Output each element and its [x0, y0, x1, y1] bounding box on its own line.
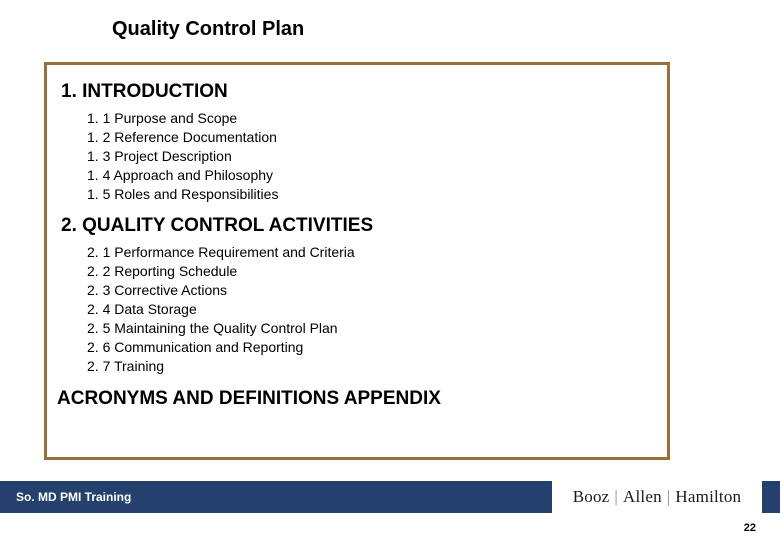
list-item: 1. 5 Roles and Responsibilities: [87, 185, 653, 204]
logo-sep-1: |: [614, 487, 618, 506]
section-1-list: 1. 1 Purpose and Scope 1. 2 Reference Do…: [87, 109, 653, 203]
list-item: 2. 6 Communication and Reporting: [87, 338, 653, 357]
list-item: 2. 5 Maintaining the Quality Control Pla…: [87, 319, 653, 338]
list-item: 2. 3 Corrective Actions: [87, 281, 653, 300]
section-1-heading: 1. INTRODUCTION: [61, 81, 653, 103]
list-item: 2. 1 Performance Requirement and Criteri…: [87, 243, 653, 262]
logo-part-2: Allen: [623, 487, 662, 506]
logo-part-3: Hamilton: [675, 487, 741, 506]
list-item: 2. 7 Training: [87, 357, 653, 376]
company-logo: Booz|Allen|Hamilton: [573, 487, 742, 507]
list-item: 2. 2 Reporting Schedule: [87, 262, 653, 281]
list-item: 1. 1 Purpose and Scope: [87, 109, 653, 128]
logo-sep-2: |: [667, 487, 671, 506]
list-item: 1. 2 Reference Documentation: [87, 128, 653, 147]
logo-part-1: Booz: [573, 487, 610, 506]
footer-text: So. MD PMI Training: [16, 490, 131, 504]
page-title: Quality Control Plan: [112, 18, 304, 41]
logo-wrap: Booz|Allen|Hamilton: [552, 480, 762, 514]
appendix-heading: ACRONYMS AND DEFINITIONS APPENDIX: [57, 388, 653, 410]
list-item: 2. 4 Data Storage: [87, 300, 653, 319]
page-number: 22: [744, 522, 756, 534]
list-item: 1. 4 Approach and Philosophy: [87, 166, 653, 185]
content-box: 1. INTRODUCTION 1. 1 Purpose and Scope 1…: [44, 62, 670, 460]
section-2-heading: 2. QUALITY CONTROL ACTIVITIES: [61, 215, 653, 237]
list-item: 1. 3 Project Description: [87, 147, 653, 166]
section-2-list: 2. 1 Performance Requirement and Criteri…: [87, 243, 653, 375]
